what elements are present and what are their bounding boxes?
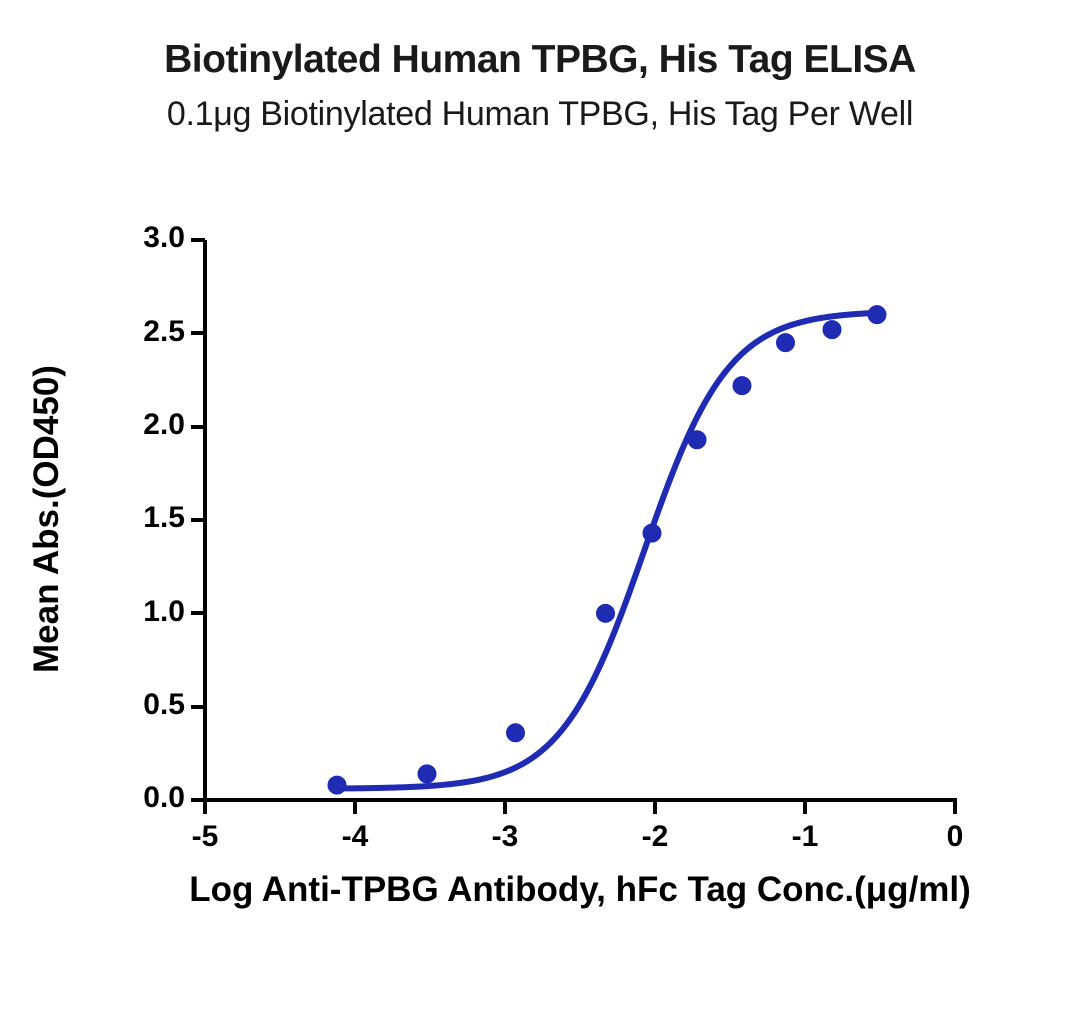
data-point — [418, 765, 436, 783]
data-point — [733, 377, 751, 395]
x-tick — [653, 800, 657, 814]
data-point — [643, 524, 661, 542]
x-tick — [503, 800, 507, 814]
chart-title: Biotinylated Human TPBG, His Tag ELISA — [0, 38, 1080, 82]
x-tick-label: -2 — [625, 820, 685, 854]
y-tick — [191, 331, 205, 335]
y-tick-label: 0.5 — [115, 688, 185, 722]
chart-container: { "chart": { "type": "scatter-line", "ti… — [0, 0, 1080, 1013]
chart-subtitle: 0.1μg Biotinylated Human TPBG, His Tag P… — [0, 95, 1080, 134]
x-tick-label: -4 — [325, 820, 385, 854]
x-tick-label: -1 — [775, 820, 835, 854]
plot-area: 0.00.51.01.52.02.53.0-5-4-3-2-10 — [205, 240, 955, 800]
x-tick-label: -5 — [175, 820, 235, 854]
x-tick-label: 0 — [925, 820, 985, 854]
data-curve — [205, 240, 955, 800]
data-point — [777, 334, 795, 352]
y-tick-label: 3.0 — [115, 221, 185, 255]
data-point — [328, 776, 346, 794]
y-tick — [191, 518, 205, 522]
data-point — [688, 431, 706, 449]
y-axis-label: Mean Abs.(OD450) — [27, 239, 67, 799]
data-point — [868, 306, 886, 324]
y-tick-label: 1.5 — [115, 501, 185, 535]
x-tick-label: -3 — [475, 820, 535, 854]
y-tick-label: 0.0 — [115, 781, 185, 815]
y-tick-label: 1.0 — [115, 595, 185, 629]
fit-curve — [337, 313, 877, 789]
y-tick — [191, 238, 205, 242]
x-tick — [803, 800, 807, 814]
x-tick — [353, 800, 357, 814]
x-tick — [953, 800, 957, 814]
y-tick-label: 2.0 — [115, 408, 185, 442]
data-point — [823, 321, 841, 339]
data-point — [597, 604, 615, 622]
data-point — [507, 724, 525, 742]
x-axis-label: Log Anti-TPBG Antibody, hFc Tag Conc.(μg… — [80, 870, 1080, 910]
y-tick — [191, 705, 205, 709]
y-tick — [191, 611, 205, 615]
y-tick-label: 2.5 — [115, 315, 185, 349]
y-tick — [191, 425, 205, 429]
x-tick — [203, 800, 207, 814]
